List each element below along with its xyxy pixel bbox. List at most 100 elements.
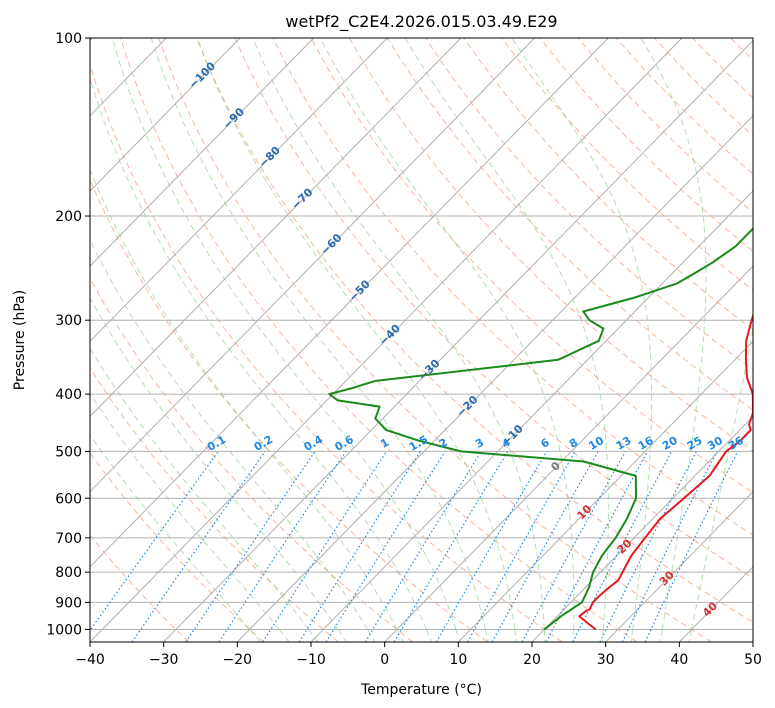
mixing-ratio-line (298, 451, 421, 642)
isotherm-line (90, 38, 241, 192)
isotherm-label: −100 (186, 59, 218, 91)
x-tick-label: −40 (75, 652, 105, 668)
moist-adiabat (252, 38, 545, 630)
dry-adiabat (272, 38, 753, 536)
dry-adiabat (616, 38, 753, 175)
moist-adiabat (337, 629, 347, 642)
isotherm-line (90, 38, 683, 642)
dry-adiabat (501, 38, 753, 291)
isotherm-line (90, 38, 609, 568)
dewpoint-profile-line (328, 227, 753, 631)
isotherm-line (678, 566, 753, 642)
moist-adiabat (308, 629, 319, 642)
mixing-ratio-label: 0.4 (302, 433, 326, 454)
moist-adiabat (630, 629, 634, 642)
dry-adiabat (692, 38, 753, 99)
mixing-ratio-line (491, 451, 599, 642)
moist-adiabat (688, 629, 693, 642)
x-tick-label: 30 (597, 652, 615, 668)
y-tick-label: 100 (55, 31, 82, 47)
isotherm-line (531, 415, 753, 642)
y-axis-title: Pressure (hPa) (12, 290, 28, 390)
x-tick-label: 20 (523, 652, 541, 668)
dry-adiabat (158, 38, 712, 642)
mixing-ratio-label: 16 (636, 434, 656, 453)
mixing-ratio-line (393, 451, 509, 642)
dry-adiabat (196, 38, 753, 623)
mixing-ratio-label: 6 (538, 436, 551, 451)
y-tick-label: 600 (55, 491, 82, 507)
isotherm-label: −30 (416, 357, 443, 384)
x-tick-label: 0 (380, 652, 389, 668)
moist-adiabat (90, 238, 368, 630)
moist-adiabat (90, 392, 280, 630)
moist-adiabat (640, 38, 707, 630)
y-tick-label: 300 (55, 313, 82, 329)
mixing-ratio-line (325, 451, 446, 642)
moist-adiabat (396, 629, 404, 642)
moist-adiabat (455, 629, 461, 642)
dry-adiabat (769, 38, 775, 642)
y-tick-label: 900 (55, 595, 82, 611)
isotherm-line (384, 265, 753, 642)
isotherm-line (605, 490, 753, 642)
dry-adiabat (90, 63, 563, 642)
moist-adiabat (367, 629, 376, 642)
dry-adiabat (90, 367, 339, 642)
dry-adiabat (90, 452, 264, 642)
y-tick-label: 400 (55, 387, 82, 403)
y-tick-label: 500 (55, 444, 82, 460)
isotherm-label: −80 (256, 144, 283, 171)
mixing-ratio-line (435, 451, 548, 642)
mixing-ratio-line (364, 451, 482, 642)
moist-adiabat (249, 629, 261, 642)
mixing-ratio-line (599, 451, 697, 642)
isotherm-label: −10 (499, 422, 526, 449)
y-tick-label: 800 (55, 565, 82, 581)
dry-adiabat (425, 38, 753, 371)
isotherm-label: −70 (289, 185, 316, 212)
mixing-ratio-label: 25 (685, 434, 705, 453)
isotherm-label: −60 (318, 231, 345, 258)
chart-title: wetPf2_C2E4.2026.015.03.49.E29 (285, 12, 557, 32)
moist-adiabat (150, 38, 486, 630)
y-tick-label: 700 (55, 531, 82, 547)
x-axis-title: Temperature (°C) (360, 682, 482, 698)
mixing-ratio-label: 3 (473, 436, 486, 451)
mixing-ratio-line (621, 451, 718, 642)
isotherm-label: −20 (454, 393, 481, 420)
moist-adiabat (543, 629, 546, 642)
x-tick-label: 10 (449, 652, 467, 668)
moist-adiabat (196, 38, 516, 630)
mixing-ratio-label: 0.6 (333, 433, 357, 454)
isotherm-line (163, 39, 753, 642)
dry-adiabat (463, 38, 753, 331)
isotherm-label: −90 (220, 105, 247, 132)
moist-adiabat (90, 347, 309, 630)
plot-frame (89, 37, 754, 643)
x-tick-label: −20 (223, 652, 253, 668)
isotherm-label: 0 (548, 459, 563, 474)
mixing-ratio-label: 10 (586, 434, 606, 453)
moist-adiabat (514, 629, 517, 642)
x-tick-label: 40 (670, 652, 688, 668)
isotherm-label: 10 (574, 502, 594, 522)
moist-adiabat (404, 38, 609, 630)
moist-adiabat (659, 629, 663, 642)
moist-adiabat (90, 434, 250, 630)
dry-adiabat (120, 38, 638, 642)
mixing-ratio-label: 20 (660, 434, 680, 453)
moist-adiabat (601, 629, 604, 642)
dry-adiabat (90, 277, 414, 642)
isotherm-line (457, 340, 753, 642)
mixing-ratio-label: 1 (378, 436, 391, 451)
dry-adiabat (90, 534, 190, 642)
mixing-ratio-line (131, 451, 266, 642)
moist-adiabat (90, 296, 339, 630)
y-tick-label: 200 (55, 209, 82, 225)
isotherm-line (752, 641, 753, 642)
isotherm-line (90, 38, 314, 267)
mixing-ratio-label: 30 (705, 434, 725, 453)
isotherm-line (90, 38, 535, 493)
